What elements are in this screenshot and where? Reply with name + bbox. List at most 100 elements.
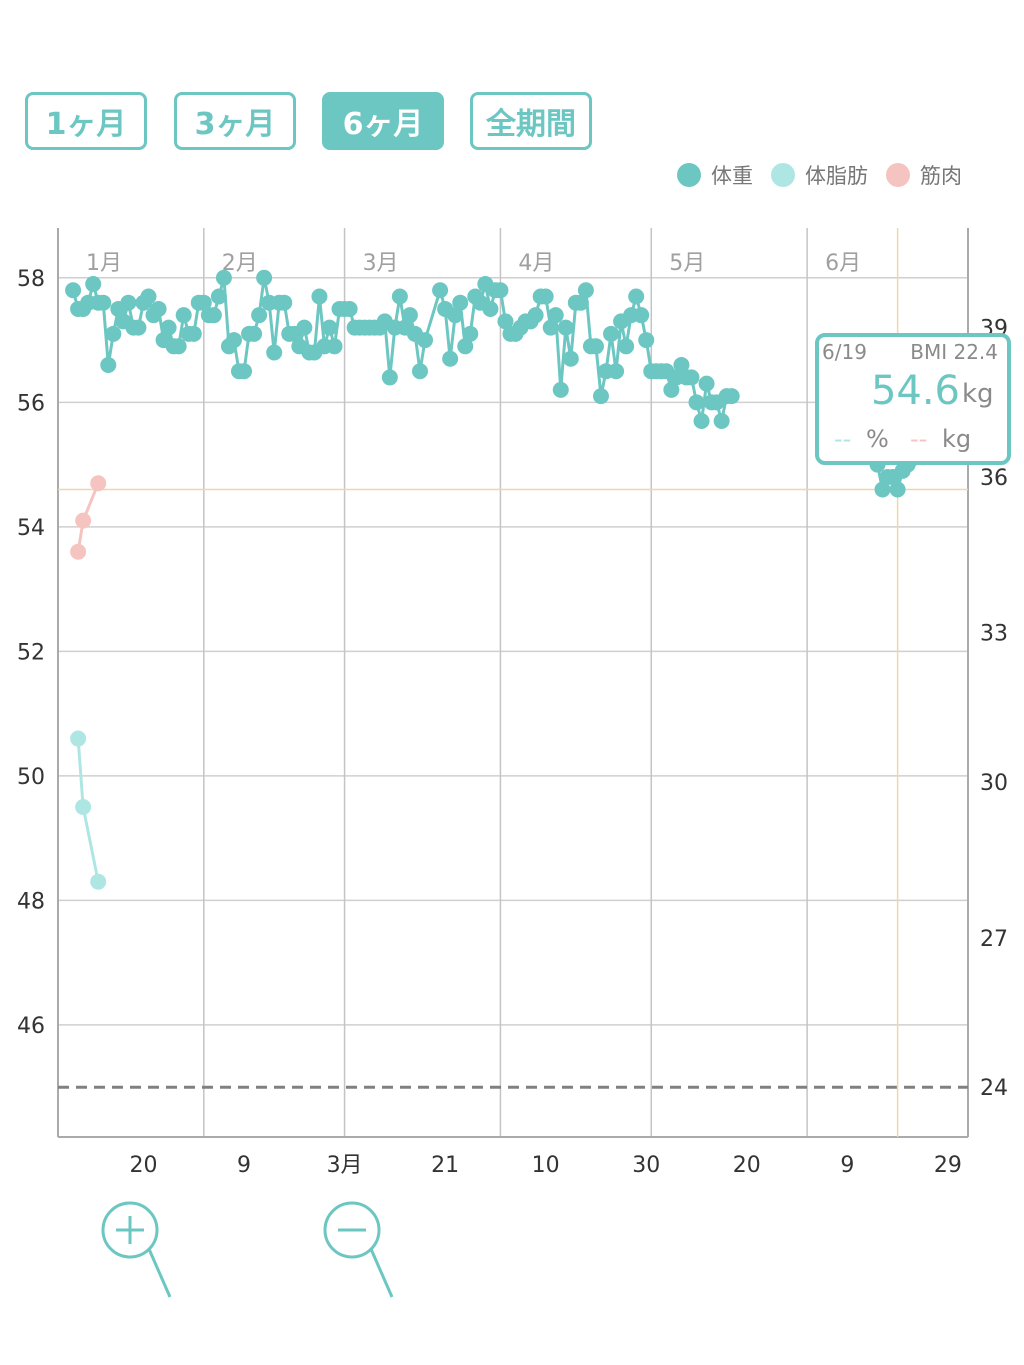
data-point-series-0: [296, 319, 313, 336]
data-point-series-0: [256, 269, 273, 286]
data-point-series-0: [618, 338, 635, 355]
y2-tick-label: 24: [980, 1076, 1008, 1101]
data-point-series-0: [663, 381, 680, 398]
data-point-series-0: [215, 269, 232, 286]
data-point-series-0: [552, 381, 569, 398]
zoom-in-icon: [101, 1201, 172, 1298]
data-point-series-0: [638, 332, 655, 349]
x-tick-label: 9: [237, 1153, 251, 1178]
legend-label-muscle: 筋肉: [920, 164, 962, 188]
x-tick-label: 3月: [327, 1153, 363, 1178]
data-point-series-0: [266, 344, 283, 361]
data-point-series-0: [592, 388, 609, 405]
legend-label-weight: 体重: [711, 164, 753, 188]
y-tick-label: 56: [17, 391, 45, 416]
data-point-series-0: [497, 313, 514, 330]
tooltip-date: 6/19: [822, 340, 867, 364]
tab-1-month[interactable]: 1ヶ月: [25, 92, 147, 150]
tooltip-fat-dash: --: [834, 425, 851, 453]
data-point-series-0: [889, 481, 906, 498]
y2-tick-label: 30: [980, 771, 1008, 796]
y-tick-label: 48: [17, 889, 45, 914]
data-point-series-1: [75, 799, 92, 816]
y2-tick-label: 27: [980, 927, 1008, 952]
tooltip-fat-unit: %: [866, 425, 889, 453]
y-tick-label: 52: [17, 640, 45, 665]
data-point-series-0: [225, 332, 242, 349]
data-point-series-0: [341, 300, 358, 317]
data-point-series-0: [577, 282, 594, 299]
data-point-series-1: [70, 730, 87, 747]
zoom-out-icon: [323, 1201, 394, 1298]
data-point-series-0: [874, 481, 891, 498]
y-tick-label: 54: [17, 516, 45, 541]
tab-6-months[interactable]: 6ヶ月: [322, 92, 444, 150]
data-point-series-0: [698, 375, 715, 392]
legend-dot-muscle: [886, 163, 910, 187]
tooltip-weight-unit: kg: [962, 379, 994, 409]
data-point-series-0: [693, 413, 710, 430]
zoom-in-button[interactable]: [100, 1200, 180, 1300]
data-point-series-0: [492, 282, 509, 299]
data-point-series-0: [246, 325, 263, 342]
month-label: 3月: [363, 251, 399, 276]
series-line-0: [71, 277, 732, 422]
data-point-series-0: [185, 325, 202, 342]
data-point-series-0: [633, 307, 650, 324]
zoom-out-button[interactable]: [322, 1200, 402, 1300]
month-label: 4月: [518, 251, 554, 276]
data-point-series-0: [683, 369, 700, 386]
data-point-series-2: [90, 475, 107, 492]
y2-tick-label: 33: [980, 622, 1008, 647]
month-label: 2月: [222, 251, 258, 276]
data-point-series-0: [452, 294, 469, 311]
data-point-series-0: [447, 307, 464, 324]
legend-label-body-fat: 体脂肪: [805, 164, 868, 188]
data-point-series-0: [572, 294, 589, 311]
legend-dot-body-fat: [771, 163, 795, 187]
tab-all-period[interactable]: 全期間: [470, 92, 592, 150]
legend-item-body-fat: 体脂肪: [771, 160, 868, 190]
data-point-series-0: [723, 388, 740, 405]
data-point-series-1: [90, 873, 107, 890]
data-point-series-0: [195, 294, 212, 311]
tooltip-frame: [815, 333, 1011, 465]
data-point-series-0: [160, 319, 177, 336]
data-point-series-0: [236, 363, 253, 380]
data-point-series-0: [251, 307, 268, 324]
data-point-series-0: [608, 363, 625, 380]
data-point-series-0: [688, 394, 705, 411]
chart-axis-labels: 46 48 50 52 54 56 58 1月 2月 3月 4月 5月 6月 20 9 3月 21 10 30 20 9…: [17, 251, 1008, 1178]
month-label: 6月: [825, 251, 861, 276]
tooltip-muscle-dash: --: [910, 425, 927, 453]
data-point-series-0: [381, 369, 398, 386]
data-point-series-0: [175, 307, 192, 324]
legend-item-weight: 体重: [677, 160, 753, 190]
legend-dot-weight: [677, 163, 701, 187]
x-tick-label: 20: [733, 1153, 761, 1178]
tooltip-bmi: BMI 22.4: [910, 340, 998, 364]
data-point-series-0: [276, 294, 293, 311]
tooltip-muscle-unit: kg: [942, 425, 971, 453]
data-point-series-0: [140, 288, 157, 305]
x-tick-label: 29: [934, 1153, 962, 1178]
data-point-series-0: [85, 276, 102, 293]
data-point-series-0: [457, 338, 474, 355]
data-point-series-0: [150, 300, 167, 317]
data-point-series-0: [170, 338, 187, 355]
data-point-series-0: [326, 338, 343, 355]
tooltip-weight-value: 54.6: [871, 368, 960, 414]
tab-3-months[interactable]: 3ヶ月: [174, 92, 296, 150]
data-point-series-0: [537, 288, 554, 305]
data-point-series-0: [587, 338, 604, 355]
data-point-series-0: [542, 319, 559, 336]
data-point-series-0: [713, 413, 730, 430]
data-point-series-0: [100, 356, 117, 373]
y-tick-label: 50: [17, 765, 45, 790]
data-point-series-0: [105, 325, 122, 342]
weight-chart[interactable]: 46 48 50 52 54 56 58 1月 2月 3月 4月 5月 6月 20 9 3月 21 10 30 20 9…: [0, 0, 1024, 1200]
x-tick-label: 10: [532, 1153, 560, 1178]
data-point-series-0: [210, 288, 227, 305]
month-label: 1月: [86, 251, 122, 276]
x-tick-label: 20: [129, 1153, 157, 1178]
